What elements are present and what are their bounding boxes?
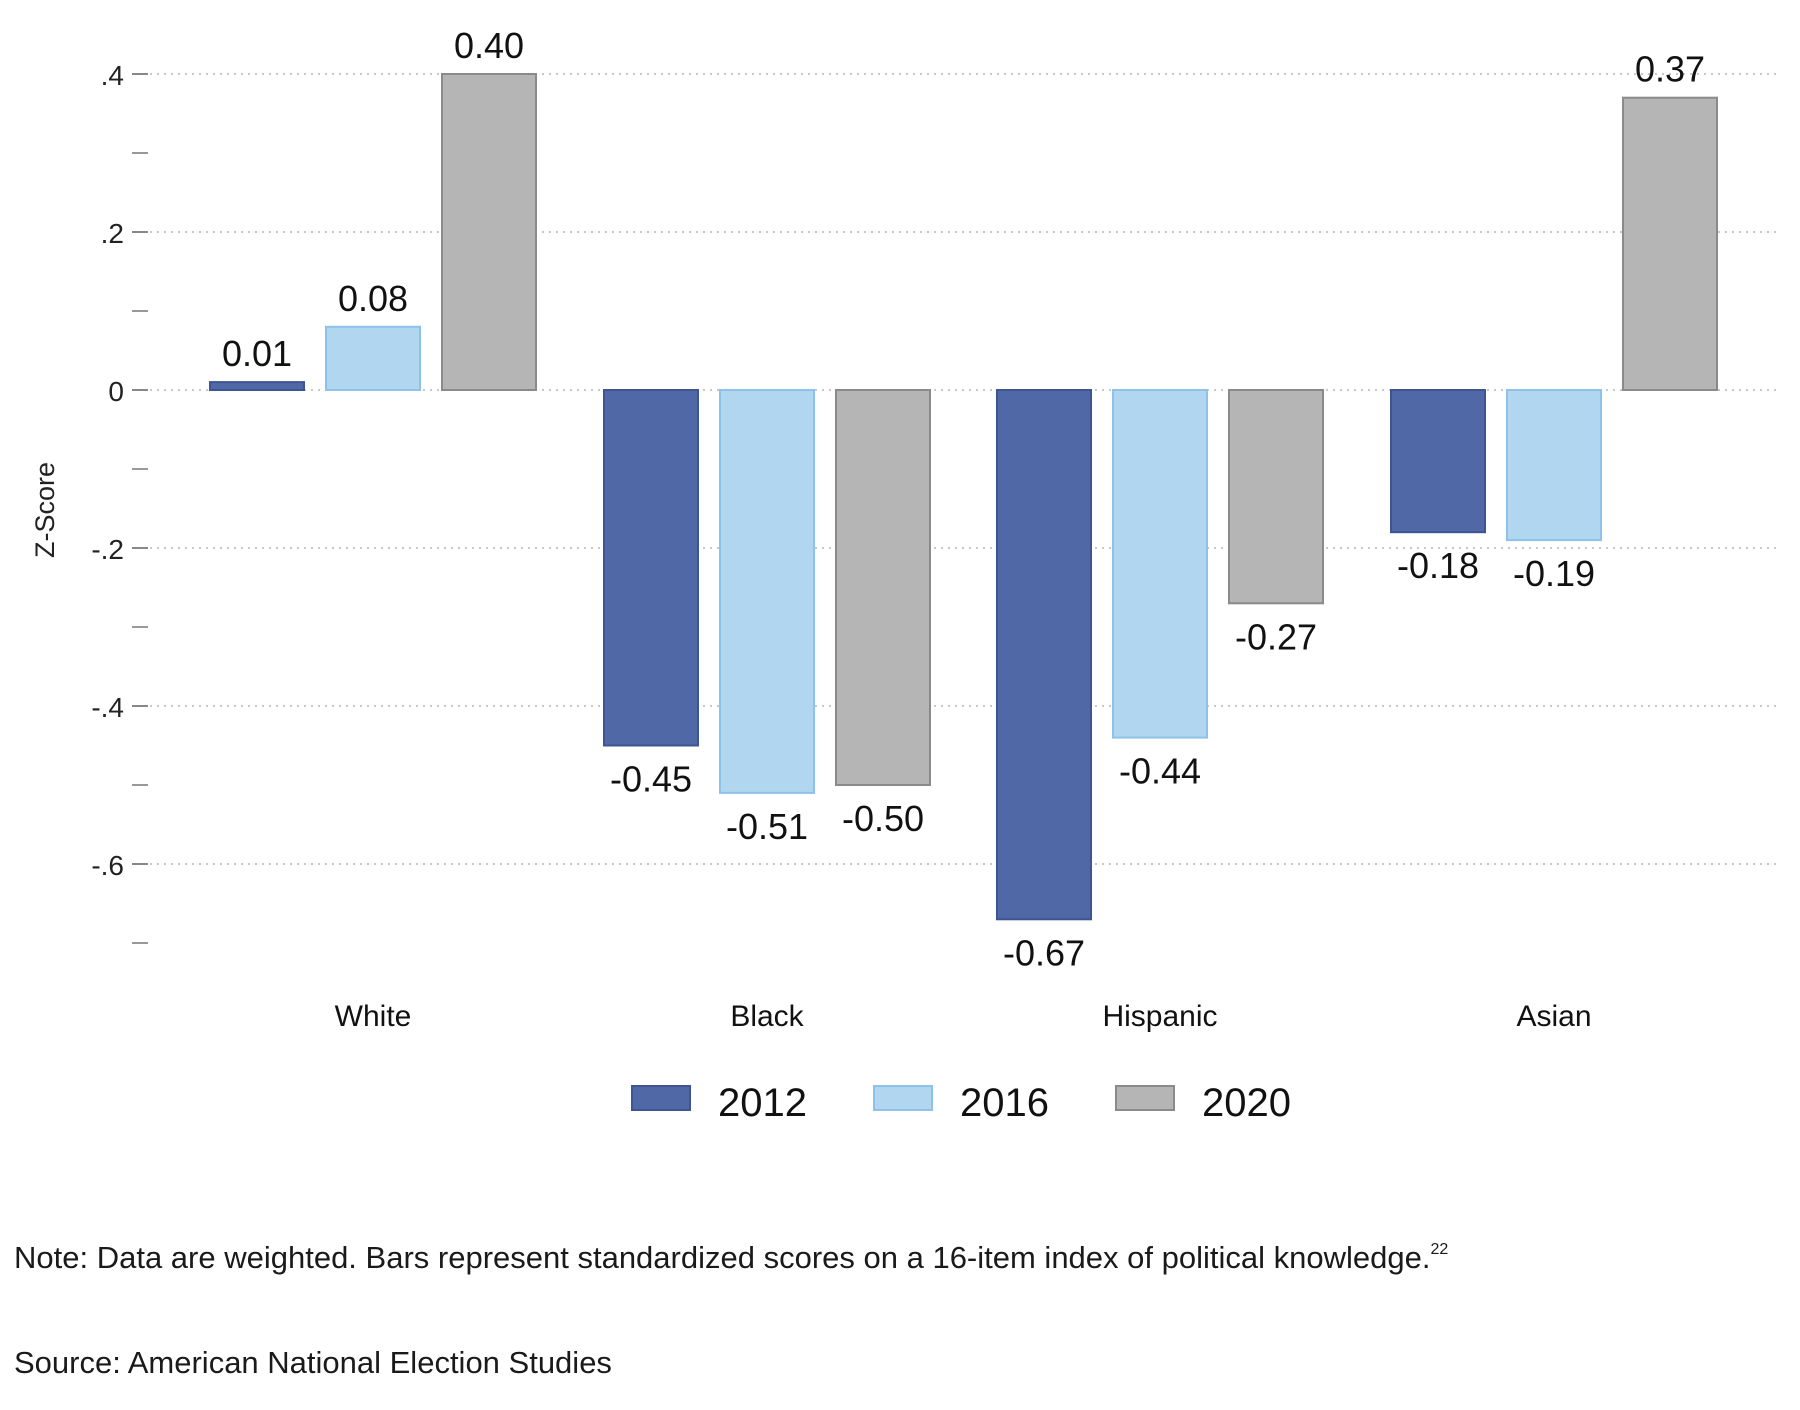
- bar-2012-white: [209, 381, 305, 392]
- x-axis-categories: White Black Hispanic Asian: [335, 1000, 1592, 1033]
- note-text: Note: Data are weighted. Bars represent …: [14, 1240, 1431, 1275]
- bar-chart: .4.20-.2-.4-.6Z-Score 0.010.080.40-0.45-…: [30, 25, 1780, 1125]
- data-label: 0.40: [454, 25, 524, 66]
- bar-2020-asian: [1622, 96, 1718, 391]
- legend-swatch-2012: [631, 1085, 691, 1111]
- data-label: -0.51: [726, 806, 808, 847]
- note-footnote-marker: 22: [1430, 1241, 1449, 1258]
- data-label: -0.18: [1397, 545, 1479, 586]
- y-tick-label: -.6: [91, 850, 124, 881]
- data-label: -0.67: [1003, 932, 1085, 973]
- y-tick-label: .4: [101, 60, 124, 91]
- y-axis-title: Z-Score: [30, 462, 60, 558]
- y-tick-label: -.4: [91, 692, 124, 723]
- legend-label-2016: 2016: [960, 1081, 1049, 1125]
- legend-label-2020: 2020: [1202, 1081, 1291, 1125]
- category-label: Asian: [1516, 1000, 1591, 1033]
- category-label: Hispanic: [1102, 1000, 1217, 1033]
- chart-note: Note: Data are weighted. Bars represent …: [14, 1240, 1448, 1276]
- legend-swatch-2020: [1115, 1085, 1175, 1111]
- data-label: 0.01: [222, 333, 292, 374]
- bar-2012-hispanic: [996, 389, 1092, 921]
- data-label: -0.19: [1513, 553, 1595, 594]
- y-axis: .4 .2 0 -.2 -.4 -.6 Z-Score: [30, 60, 148, 944]
- bar-2020-hispanic: [1228, 389, 1324, 605]
- bar-2016-asian: [1506, 389, 1602, 542]
- y-tick-label: 0: [108, 376, 124, 407]
- bar-2012-asian: [1390, 389, 1486, 534]
- data-label: -0.45: [610, 759, 692, 800]
- bar-2020-black: [835, 389, 931, 786]
- category-label: White: [335, 1000, 412, 1033]
- bar-2012-black: [603, 389, 699, 747]
- chart-source: Source: American National Election Studi…: [14, 1345, 612, 1380]
- legend-label-2012: 2012: [718, 1081, 807, 1125]
- data-label: 0.37: [1635, 49, 1705, 90]
- bar-2016-hispanic: [1112, 389, 1208, 739]
- category-label: Black: [730, 1000, 804, 1033]
- legend: 2012 2016 2020: [631, 1081, 1291, 1125]
- y-tick-label: -.2: [91, 534, 124, 565]
- data-labels: 0.01 0.08 0.40 -0.45 -0.51 -0.50 -0.67 -0.44 -0.…: [222, 25, 1705, 973]
- data-label: -0.50: [842, 798, 924, 839]
- bar-2016-white: [325, 325, 421, 391]
- legend-swatch-2016: [873, 1085, 933, 1111]
- bars: [209, 73, 1718, 921]
- bar-2016-black: [719, 389, 815, 794]
- data-label: 0.08: [338, 278, 408, 319]
- data-label: -0.27: [1235, 616, 1317, 657]
- y-tick-label: .2: [101, 218, 124, 249]
- data-label: -0.44: [1119, 751, 1201, 792]
- bar-2020-white: [441, 73, 537, 391]
